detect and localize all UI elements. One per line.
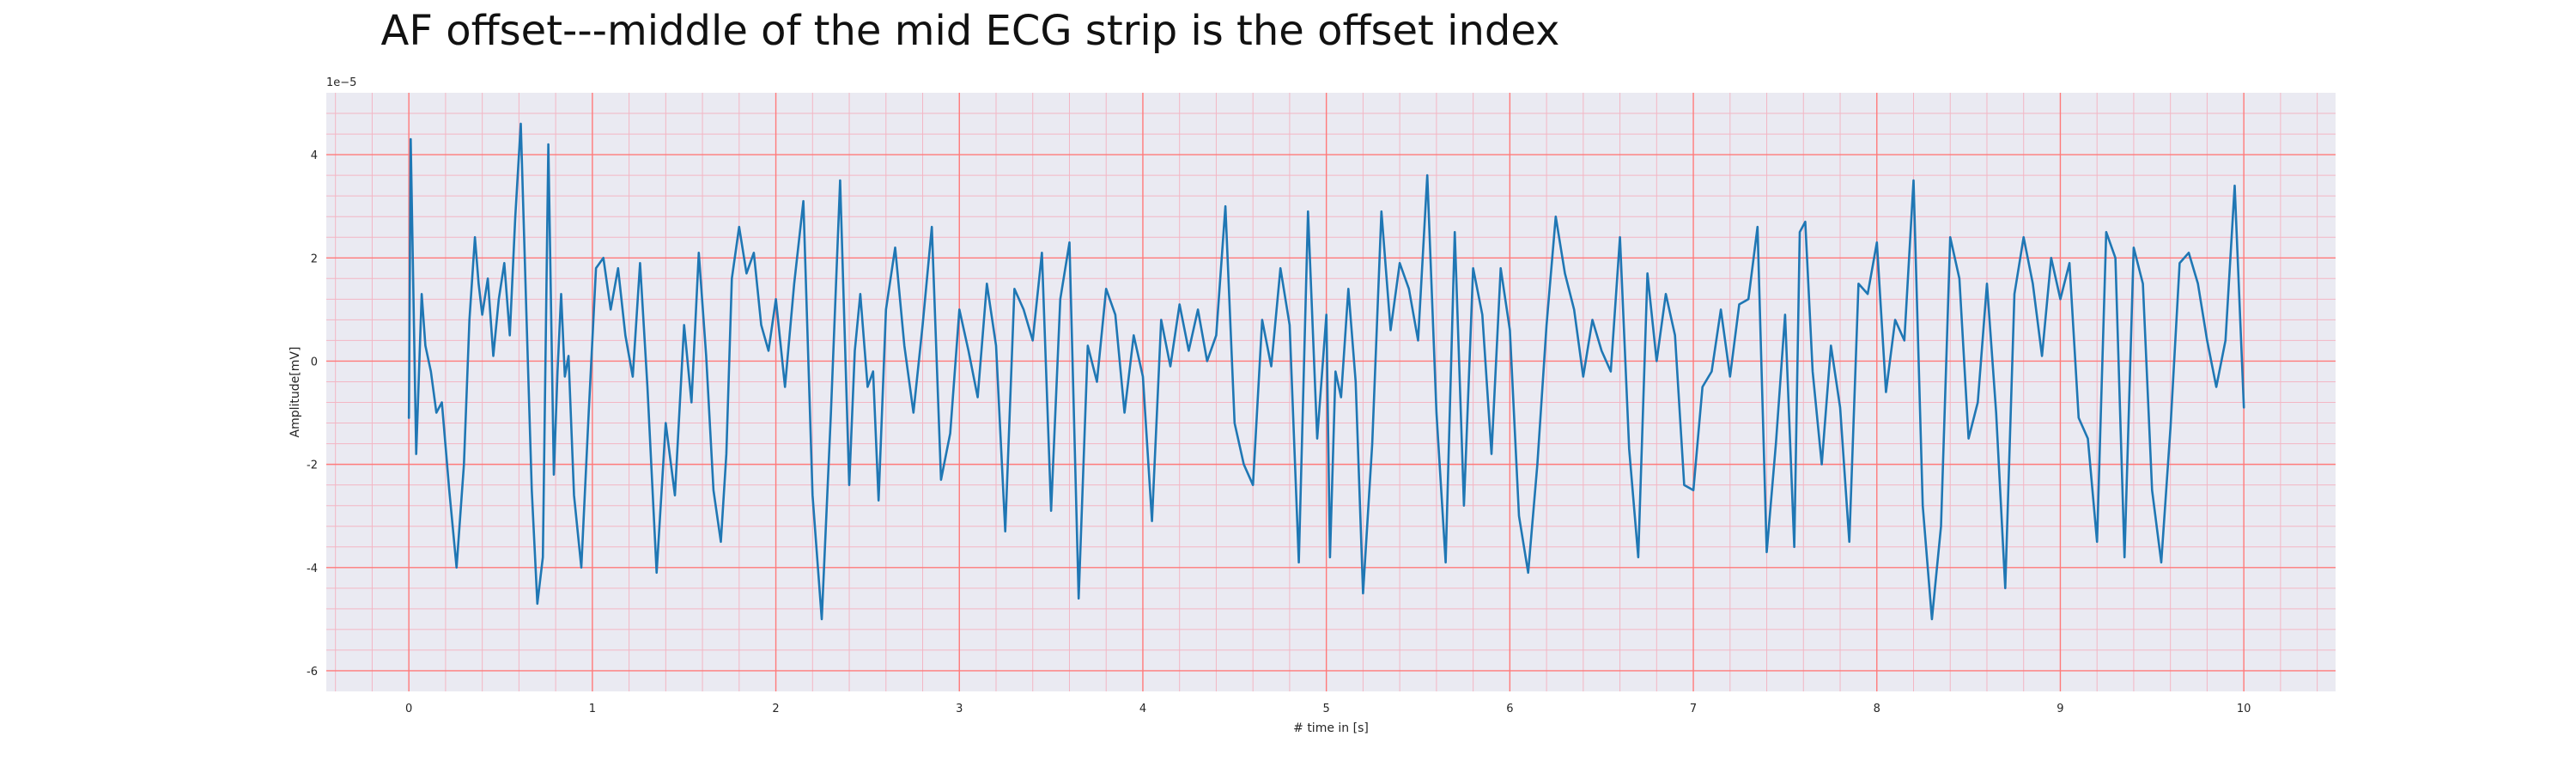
y-tick-label: -2 (307, 460, 318, 472)
y-tick-label: 2 (311, 253, 318, 265)
x-tick-label: 4 (1139, 703, 1146, 715)
x-tick-label: 3 (956, 703, 963, 715)
x-tick-labels: 0 1 2 3 4 5 6 7 8 9 10 (405, 703, 2251, 715)
x-tick-label: 7 (1690, 703, 1697, 715)
y-tick-label: -6 (307, 666, 318, 679)
x-axis-label: # time in [s] (1293, 721, 1369, 735)
chart-title: AF offset---middle of the mid ECG strip … (380, 7, 1560, 55)
x-tick-label: 0 (405, 703, 412, 715)
x-tick-label: 6 (1506, 703, 1513, 715)
y-tick-label: 4 (311, 149, 318, 162)
x-tick-label: 10 (2237, 703, 2251, 715)
minor-grid (326, 93, 2336, 691)
y-tick-label: -4 (307, 563, 318, 575)
y-tick-labels: -6 -4 -2 0 2 4 (307, 149, 318, 679)
major-grid (326, 93, 2336, 691)
y-tick-label: 0 (311, 356, 318, 368)
y-scale-label: 1e−5 (326, 76, 356, 89)
plot-background (326, 93, 2336, 691)
y-axis-label: Amplitude[mV] (289, 347, 302, 438)
x-tick-label: 5 (1323, 703, 1330, 715)
ecg-series-line (407, 122, 2245, 621)
x-tick-label: 9 (2057, 703, 2063, 715)
x-tick-label: 8 (1874, 703, 1880, 715)
x-tick-label: 2 (772, 703, 779, 715)
x-tick-label: 1 (589, 703, 596, 715)
